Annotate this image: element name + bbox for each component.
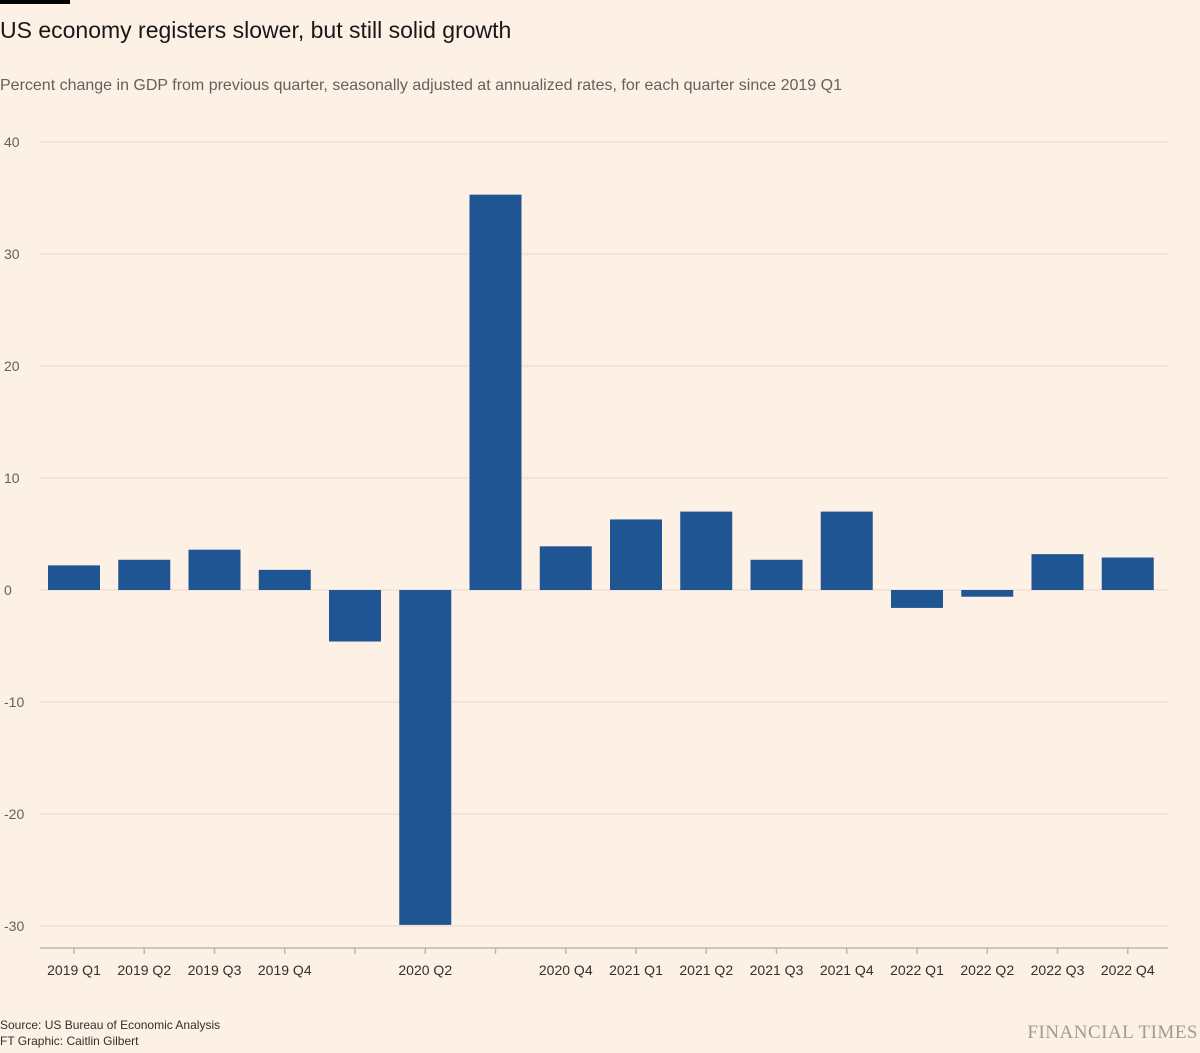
source-note: Source: US Bureau of Economic Analysis F… <box>0 1017 220 1049</box>
source-text: Source: US Bureau of Economic Analysis <box>0 1018 221 1032</box>
x-tick-label: 2020 Q4 <box>539 962 593 978</box>
top-accent-bar <box>0 0 70 4</box>
bar-layer <box>48 194 1154 925</box>
bar <box>188 549 241 590</box>
x-tick-label: 2019 Q2 <box>117 962 171 978</box>
bar <box>399 590 452 925</box>
bar <box>329 590 381 642</box>
y-tick-label: 0 <box>4 582 12 598</box>
chart-subtitle: Percent change in GDP from previous quar… <box>0 77 842 94</box>
x-tick-label: 2021 Q4 <box>820 962 874 978</box>
x-tick-label: 2021 Q3 <box>750 962 804 978</box>
bar <box>1031 554 1084 590</box>
bar <box>680 511 733 590</box>
graphic-credit: FT Graphic: Caitlin Gilbert <box>0 1034 139 1048</box>
y-tick-label: -20 <box>4 806 24 822</box>
y-tick-label: 20 <box>4 358 20 374</box>
x-tick-label: 2019 Q4 <box>258 962 312 978</box>
bar <box>961 590 1014 597</box>
ft-brand-logo: FINANCIAL TIMES <box>1027 1022 1198 1043</box>
bar <box>610 519 662 590</box>
bar <box>891 590 943 608</box>
axis-layer: 40 30 20 10 0 -10 -20 -30 2019 Q1 2019 Q2 2019 Q3 2… <box>4 134 1168 978</box>
bar <box>48 565 100 590</box>
bar <box>750 559 803 590</box>
x-tick-label: 2022 Q4 <box>1101 962 1155 978</box>
y-tick-label: 10 <box>4 470 20 486</box>
x-tick-label: 2020 Q2 <box>398 962 452 978</box>
bar <box>469 194 522 590</box>
grid-layer <box>40 141 1168 927</box>
bar-chart: 40 30 20 10 0 -10 -20 -30 2019 Q1 2019 Q2 2019 Q3 2… <box>4 134 1168 978</box>
bar <box>1101 557 1154 590</box>
x-tick-label: 2019 Q1 <box>47 962 101 978</box>
x-tick-label: 2019 Q3 <box>188 962 242 978</box>
bar <box>820 511 873 590</box>
x-tick-label: 2022 Q2 <box>960 962 1014 978</box>
y-tick-label: -10 <box>4 694 24 710</box>
y-tick-label: 40 <box>4 134 20 150</box>
bar <box>539 546 592 590</box>
bar <box>258 569 311 590</box>
x-tick-label: 2022 Q1 <box>890 962 944 978</box>
x-tick-label: 2021 Q1 <box>609 962 663 978</box>
x-tick-label: 2022 Q3 <box>1031 962 1085 978</box>
bar <box>118 559 171 590</box>
x-tick-label: 2021 Q2 <box>679 962 733 978</box>
chart-title: US economy registers slower, but still s… <box>0 17 512 43</box>
y-tick-label: -30 <box>4 918 24 934</box>
y-tick-label: 30 <box>4 246 20 262</box>
